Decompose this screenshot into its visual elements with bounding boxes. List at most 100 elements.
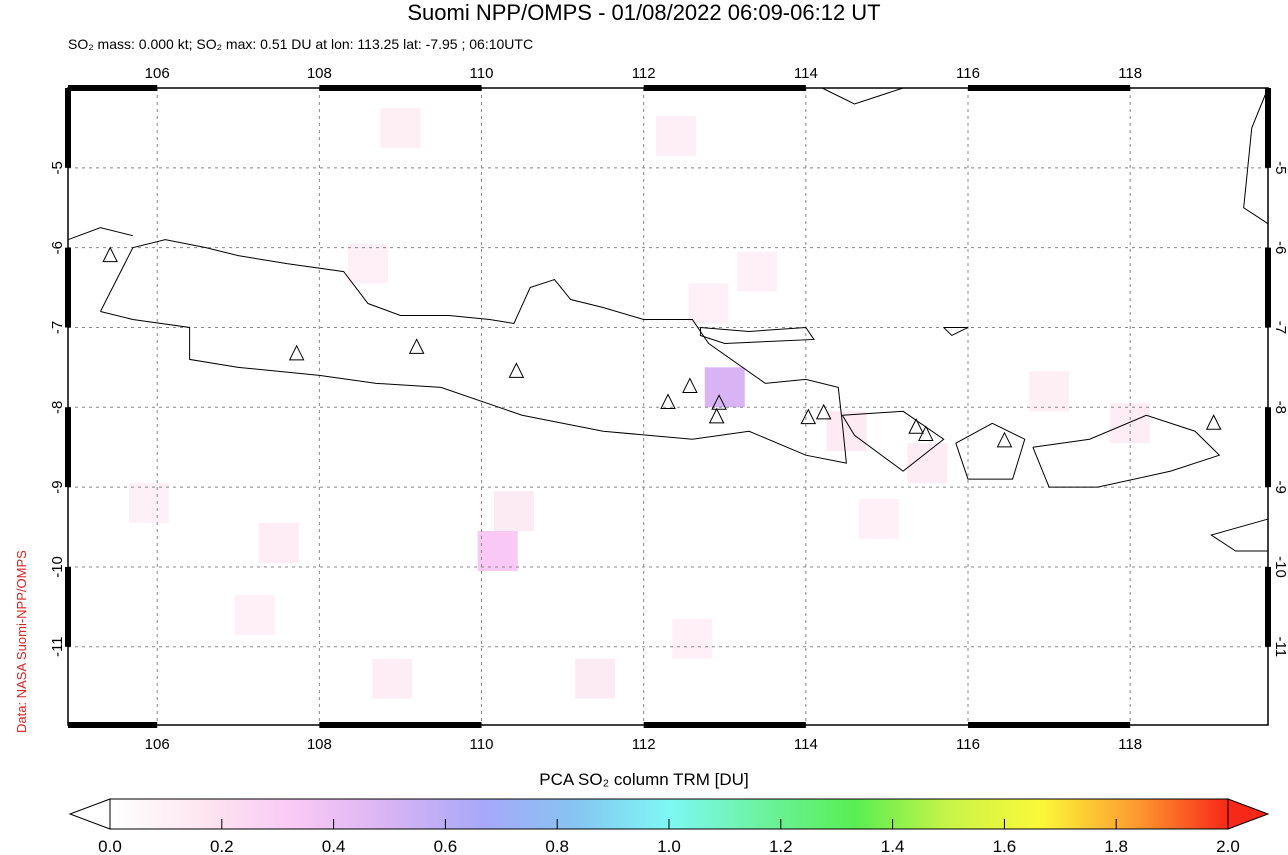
so2-cell (826, 411, 867, 452)
so2-cell (1102, 347, 1143, 388)
so2-cell (129, 483, 170, 524)
lon-tick-label-bottom: 110 (470, 736, 494, 753)
lon-tick-label-top: 112 (632, 65, 656, 82)
so2-cell (1110, 403, 1151, 444)
frame-tick-bar (968, 722, 1131, 728)
volcano-triangle-icon (996, 431, 1013, 448)
so2-cell (258, 523, 299, 563)
frame-tick-bar (68, 722, 158, 728)
volcano-triangle-icon (918, 425, 934, 441)
lat-tick-label-left: -11 (49, 636, 66, 657)
colorbar-tick-label: 1.6 (993, 837, 1017, 855)
frame-tick-bar (65, 566, 71, 647)
coastline (821, 87, 904, 105)
frame-tick-bar (1265, 247, 1271, 328)
lon-tick-label-bottom: 118 (1118, 736, 1142, 753)
so2-cell (372, 658, 413, 699)
colorbar-tick-label: 1.8 (1104, 837, 1128, 855)
lon-tick-label-bottom: 106 (145, 736, 170, 753)
frame-tick-bar (643, 722, 806, 728)
lat-tick-label-right: -6 (1272, 241, 1288, 254)
frame-tick-bar (65, 407, 71, 488)
frame-tick-bar (1265, 566, 1271, 647)
colorbar-tick-label: 1.4 (881, 837, 905, 855)
colorbar-tick-label: 1.2 (769, 837, 793, 855)
colorbar-tick-label: 2.0 (1216, 837, 1240, 855)
so2-cell (234, 594, 275, 635)
coastline (943, 326, 969, 337)
colorbar-min-arrow (68, 798, 111, 830)
lon-tick-label-top: 114 (794, 65, 818, 82)
so2-cell (737, 251, 778, 292)
colorbar-max-arrow (1227, 798, 1270, 830)
map-title: Suomi NPP/OMPS - 01/08/2022 06:09-06:12 … (407, 0, 881, 25)
so2-cell (477, 530, 518, 571)
colorbar-tick-label: 0.0 (98, 837, 122, 855)
lon-tick-label-top: 110 (470, 65, 494, 82)
so2-cell (688, 283, 729, 324)
lat-tick-label-right: -10 (1272, 556, 1288, 578)
lon-tick-label-bottom: 116 (956, 736, 980, 753)
volcano-triangle-icon (708, 407, 725, 424)
volcano-triangle-icon (682, 377, 698, 394)
colorbar-tick-label: 0.8 (545, 837, 569, 855)
coastline (699, 326, 815, 344)
frame-tick-bar (319, 85, 482, 91)
so2-cell (348, 243, 388, 284)
lon-tick-label-bottom: 112 (632, 736, 656, 753)
colorbar-tick-label: 1.0 (657, 837, 681, 855)
frame-tick-bar (643, 85, 806, 91)
lat-tick-label-left: -9 (49, 480, 66, 493)
so2-cell (656, 115, 697, 156)
lon-tick-label-top: 116 (956, 65, 980, 82)
so2-cell (672, 618, 713, 659)
volcano-triangle-icon (908, 418, 924, 434)
frame-tick-bar (1265, 407, 1271, 488)
volcano-triangle-icon (408, 338, 425, 354)
volcano-triangle-icon (288, 344, 305, 361)
lon-tick-label-bottom: 114 (794, 736, 818, 753)
lat-tick-label-left: -10 (49, 556, 66, 578)
volcano-triangle-icon (102, 246, 118, 263)
volcano-triangle-icon (1205, 414, 1222, 430)
lat-tick-label-right: -8 (1272, 401, 1288, 414)
lat-tick-label-right: -7 (1272, 321, 1288, 334)
lon-tick-label-top: 118 (1118, 65, 1142, 82)
lat-tick-label-right: -11 (1272, 636, 1288, 657)
frame-tick-bar (1265, 88, 1271, 168)
colorbar-tick-label: 0.6 (434, 837, 458, 855)
frame-tick-bar (65, 247, 71, 328)
so2-cell (907, 443, 948, 484)
coastline (1210, 518, 1269, 552)
lon-tick-label-top: 106 (145, 65, 170, 82)
so2-cell (1029, 371, 1070, 412)
frame-tick-bar (319, 722, 482, 728)
volcano-triangle-icon (711, 394, 727, 410)
volcano-triangle-icon (815, 403, 832, 420)
lon-tick-label-top: 108 (307, 65, 332, 82)
so2-cell (493, 491, 534, 532)
lat-tick-label-left: -5 (49, 161, 66, 174)
volcano-triangle-icon (508, 362, 525, 378)
coastline (99, 239, 847, 464)
coastline (841, 410, 945, 472)
volcano-triangle-icon (800, 408, 817, 425)
lon-tick-label-bottom: 108 (307, 736, 332, 753)
so2-cell (704, 367, 745, 408)
colorbar-tick-label: 0.4 (322, 837, 346, 855)
frame-tick-bar (68, 85, 158, 91)
so2-cell (380, 107, 421, 148)
colorbar-tick-label: 0.2 (210, 837, 234, 855)
frame-tick-bar (968, 85, 1131, 91)
colorbar-title: PCA SO₂ column TRM [DU] (539, 770, 749, 789)
coastline (67, 227, 133, 241)
lat-tick-label-left: -7 (49, 321, 66, 334)
frame-tick-bar (65, 88, 71, 168)
coastline (1243, 87, 1269, 225)
lat-tick-label-right: -9 (1272, 480, 1288, 493)
coastline (955, 422, 1026, 480)
lat-tick-label-left: -6 (49, 241, 66, 254)
coastline (1032, 414, 1221, 488)
so2-cell (575, 658, 616, 699)
